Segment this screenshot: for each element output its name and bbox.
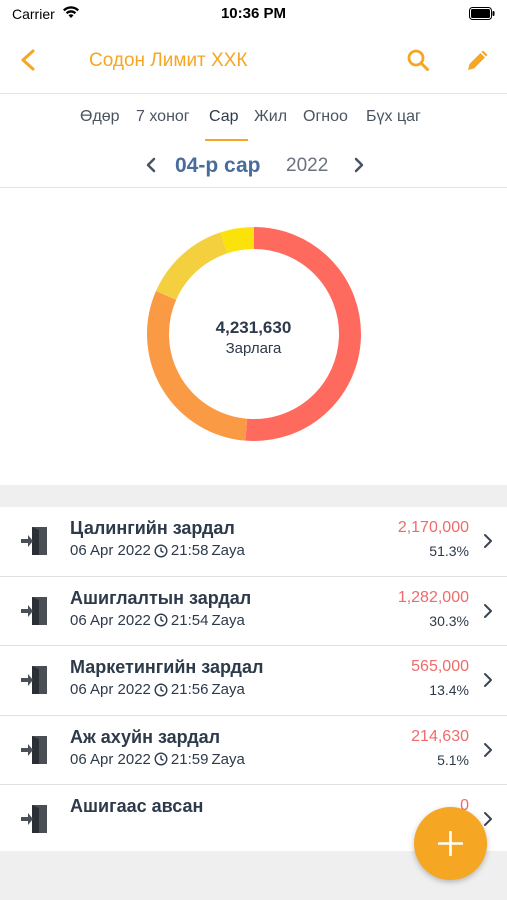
item-user: Zaya	[211, 750, 245, 768]
item-user: Zaya	[211, 681, 245, 698]
donut-chart	[147, 227, 361, 441]
list-item[interactable]: Цалингийн зардал 06 Apr 2022 21:58 Zaya …	[0, 507, 507, 577]
status-bar: Carrier 10:36 PM	[0, 0, 507, 30]
item-time: 21:59	[170, 750, 209, 768]
door-exit-icon	[21, 596, 47, 625]
wifi-icon	[63, 6, 79, 18]
chevron-right-icon	[484, 534, 492, 548]
total-label: Зарлага	[225, 340, 282, 357]
item-amount: 214,630	[411, 727, 469, 745]
list-item[interactable]: Ашиглалтын зардал 06 Apr 2022 21:54 Zaya…	[0, 576, 507, 646]
item-name: Ашигаас авсан	[70, 796, 204, 816]
item-user: Zaya	[211, 542, 245, 559]
door-exit-icon	[21, 735, 47, 764]
item-name: Цалингийн зардал	[70, 518, 235, 538]
expense-chart: 4,231,630 Зарлага	[0, 190, 507, 485]
item-time: 21:58	[170, 542, 209, 559]
chevron-right-icon	[484, 742, 492, 757]
battery-icon	[469, 7, 495, 20]
clock-icon	[154, 613, 168, 627]
item-date: 06 Apr 2022	[70, 542, 151, 559]
clock-icon	[154, 543, 168, 558]
tab-day[interactable]: Өдөр	[80, 108, 120, 125]
item-amount: 1,282,000	[397, 588, 469, 606]
item-percent: 13.4%	[429, 682, 469, 698]
door-exit-icon	[21, 666, 47, 694]
clock-icon	[154, 682, 168, 697]
item-amount: 0	[460, 797, 469, 814]
item-amount: 565,000	[411, 658, 469, 675]
plus-icon	[438, 831, 463, 856]
item-percent: 30.3%	[429, 612, 469, 629]
item-date: 06 Apr 2022	[70, 611, 151, 629]
item-percent: 5.1%	[437, 751, 469, 768]
item-user: Zaya	[211, 611, 245, 629]
item-meta: 06 Apr 2022 21:59 Zaya	[70, 751, 245, 768]
expense-list: Цалингийн зардал 06 Apr 2022 21:58 Zaya …	[0, 507, 507, 855]
chevron-left-icon[interactable]	[12, 44, 44, 76]
active-tab-indicator	[205, 139, 248, 141]
item-time: 21:56	[170, 681, 209, 698]
chevron-left-icon[interactable]	[140, 153, 164, 177]
tab-date[interactable]: Огноо	[303, 108, 348, 125]
donut-slice	[147, 291, 248, 441]
item-meta: 06 Apr 2022 21:56 Zaya	[70, 681, 245, 698]
donut-slice	[245, 227, 361, 441]
section-divider	[0, 485, 507, 507]
item-name: Аж ахуйн зардал	[70, 726, 221, 747]
list-item[interactable]: Маркетингийн зардал 06 Apr 2022 21:56 Za…	[0, 646, 507, 716]
item-meta: 06 Apr 2022 21:54 Zaya	[70, 612, 245, 629]
list-item[interactable]: Аж ахуйн зардал 06 Apr 2022 21:59 Zaya 2…	[0, 715, 507, 785]
nav-bar: Содон Лимит ХХК	[0, 30, 507, 94]
tab-year[interactable]: Жил	[254, 108, 288, 125]
period-tabs: Өдөр 7 хоног Сар Жил Огноо Бүх цаг	[0, 94, 507, 142]
carrier-label: Carrier	[12, 6, 55, 22]
chevron-right-icon	[484, 812, 492, 826]
clock-icon	[154, 752, 168, 766]
door-exit-icon	[21, 805, 47, 833]
tab-month[interactable]: Сар	[209, 108, 239, 125]
item-name: Маркетингийн зардал	[70, 657, 264, 677]
tab-all-time[interactable]: Бүх цаг	[366, 108, 421, 125]
page-title: Содон Лимит ХХК	[89, 50, 248, 71]
item-percent: 51.3%	[429, 543, 469, 559]
chevron-right-icon[interactable]	[346, 153, 370, 177]
tab-week[interactable]: 7 хоног	[136, 108, 190, 125]
pencil-icon[interactable]	[462, 44, 494, 76]
month-navigator: 04-р сар 2022	[0, 144, 507, 188]
item-amount: 2,170,000	[397, 519, 469, 536]
item-time: 21:54	[170, 611, 209, 629]
item-date: 06 Apr 2022	[70, 750, 151, 768]
item-date: 06 Apr 2022	[70, 681, 151, 698]
year-label: 2022	[286, 155, 329, 176]
total-value: 4,231,630	[215, 318, 292, 337]
item-name: Ашиглалтын зардал	[70, 587, 252, 608]
status-time: 10:36 PM	[220, 5, 287, 22]
month-label: 04-р сар	[175, 154, 261, 177]
chevron-right-icon	[484, 673, 492, 687]
donut-slice	[156, 232, 228, 301]
donut-slice	[220, 227, 255, 254]
door-exit-icon	[21, 527, 47, 555]
chevron-right-icon	[484, 603, 492, 618]
search-icon[interactable]	[402, 44, 434, 76]
item-meta: 06 Apr 2022 21:58 Zaya	[70, 542, 245, 559]
add-button[interactable]	[414, 807, 487, 880]
